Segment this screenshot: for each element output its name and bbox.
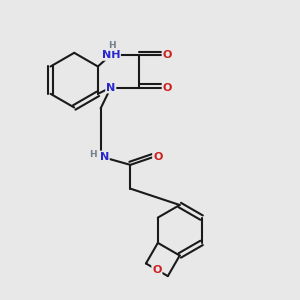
Text: O: O	[153, 152, 162, 161]
Text: N: N	[100, 152, 109, 161]
Text: H: H	[108, 41, 116, 50]
Text: O: O	[163, 50, 172, 60]
Text: NH: NH	[101, 50, 120, 60]
Text: N: N	[106, 82, 116, 93]
Text: O: O	[152, 265, 162, 275]
Text: H: H	[89, 150, 97, 159]
Text: O: O	[163, 82, 172, 93]
